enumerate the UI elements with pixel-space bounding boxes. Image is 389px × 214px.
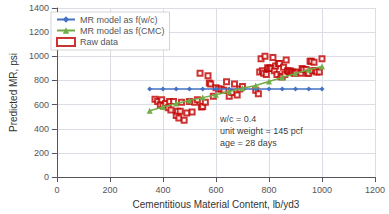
svg-text:1400: 1400 [29,3,49,13]
svg-text:400: 400 [155,185,170,195]
svg-text:800: 800 [261,185,276,195]
svg-text:MR model as f(w/c): MR model as f(w/c) [80,15,158,25]
svg-text:200: 200 [102,185,117,195]
svg-text:1200: 1200 [365,185,385,195]
svg-text:Raw data: Raw data [80,37,118,47]
svg-text:1000: 1000 [312,185,332,195]
svg-text:age = 28 days: age = 28 days [220,138,277,148]
svg-text:unit weight = 145 pcf: unit weight = 145 pcf [220,126,303,136]
svg-text:400: 400 [34,124,49,134]
svg-text:1000: 1000 [29,51,49,61]
svg-text:800: 800 [34,75,49,85]
svg-text:0: 0 [54,185,59,195]
svg-text:Predicted MR, psi: Predicted MR, psi [8,53,19,132]
svg-text:600: 600 [34,100,49,110]
svg-text:0: 0 [44,172,49,182]
svg-text:200: 200 [34,148,49,158]
svg-text:600: 600 [208,185,223,195]
svg-text:MR model as f(CMC): MR model as f(CMC) [80,26,165,36]
svg-text:1200: 1200 [29,27,49,37]
svg-text:w/c = 0.4: w/c = 0.4 [219,114,256,124]
svg-text:Cementitious Material Content,: Cementitious Material Content, lb/yd3 [133,199,300,210]
